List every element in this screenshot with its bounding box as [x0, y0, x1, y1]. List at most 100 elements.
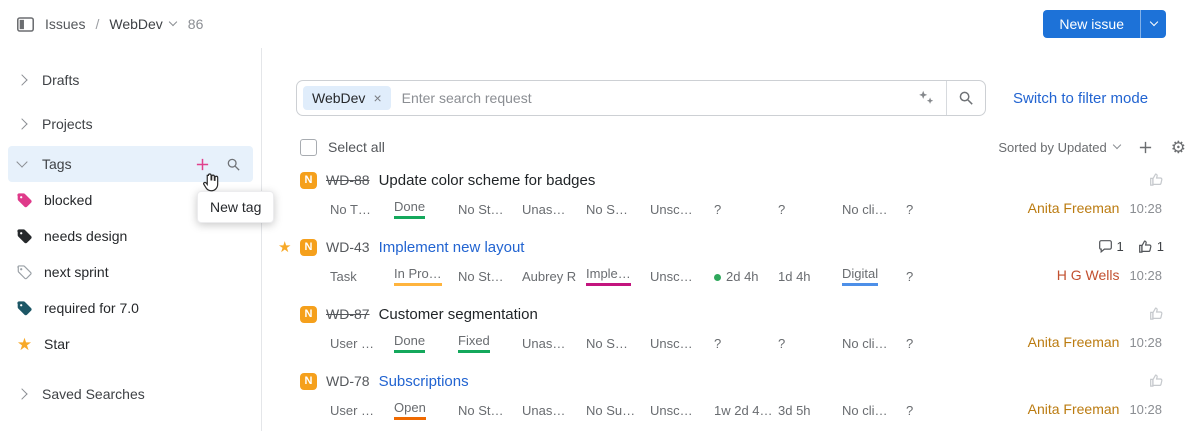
- tag-icon: [16, 228, 33, 245]
- field-value[interactable]: No Su…: [586, 403, 650, 420]
- new-issue-dropdown-button[interactable]: [1140, 10, 1166, 38]
- select-all-checkbox[interactable]: [300, 138, 317, 156]
- updated-by[interactable]: Anita Freeman: [1027, 401, 1120, 417]
- projects-label: Projects: [42, 116, 93, 132]
- thumbs-up-icon[interactable]: [1149, 373, 1164, 388]
- sidebar-tag-blocked[interactable]: blocked: [0, 182, 261, 218]
- issue-title[interactable]: Update color scheme for badges: [378, 171, 596, 189]
- issue-title[interactable]: Subscriptions: [378, 372, 469, 390]
- sidebar-item-projects[interactable]: Projects: [0, 102, 261, 146]
- search-input[interactable]: [399, 89, 906, 107]
- breadcrumb-issues[interactable]: Issues: [45, 16, 86, 32]
- new-tag-button[interactable]: [195, 157, 210, 172]
- field-value[interactable]: User …: [330, 336, 394, 353]
- thumbs-up-icon[interactable]: 1: [1138, 239, 1164, 254]
- field-value[interactable]: Open: [394, 400, 458, 420]
- field-value[interactable]: Unsc…: [650, 403, 714, 420]
- field-value[interactable]: No cli…: [842, 336, 906, 353]
- issue-title[interactable]: Implement new layout: [378, 238, 525, 256]
- comment-icon[interactable]: 1: [1098, 239, 1124, 254]
- thumbs-up-icon[interactable]: [1149, 172, 1164, 187]
- field-value[interactable]: Unas…: [522, 403, 586, 420]
- new-issue-button[interactable]: New issue: [1043, 10, 1140, 38]
- issue-id[interactable]: WD-87: [326, 306, 370, 322]
- sidebar-toggle-icon[interactable]: [16, 15, 35, 34]
- star-icon[interactable]: ★: [278, 239, 292, 256]
- updated-by[interactable]: Anita Freeman: [1027, 200, 1120, 216]
- field-value[interactable]: ?: [778, 202, 842, 219]
- updated-by[interactable]: H G Wells: [1056, 267, 1120, 283]
- issue-id[interactable]: WD-88: [326, 172, 370, 188]
- field-value[interactable]: Fixed: [458, 333, 522, 353]
- field-value[interactable]: No St…: [458, 202, 522, 219]
- field-value[interactable]: No cli…: [842, 202, 906, 219]
- chevron-right-icon: [16, 118, 28, 130]
- sidebar-tag-next-sprint[interactable]: next sprint: [0, 254, 261, 290]
- field-value[interactable]: Unas…: [522, 202, 586, 219]
- breadcrumb-project[interactable]: WebDev: [109, 16, 178, 32]
- field-value[interactable]: Unas…: [522, 336, 586, 353]
- sorted-by-dropdown[interactable]: Sorted by Updated: [998, 140, 1121, 155]
- field-value[interactable]: ?: [906, 403, 970, 420]
- query-assist-sparkle-icon[interactable]: [906, 89, 946, 107]
- switch-to-filter-mode-link[interactable]: Switch to filter mode: [1013, 89, 1149, 107]
- field-value[interactable]: Unsc…: [650, 336, 714, 353]
- search-box[interactable]: WebDev ×: [296, 80, 986, 116]
- field-value[interactable]: Imple…: [586, 266, 650, 286]
- field-value[interactable]: ?: [714, 336, 778, 353]
- field-value[interactable]: ?: [906, 269, 970, 286]
- add-column-button[interactable]: [1138, 140, 1153, 155]
- search-chip-webdev[interactable]: WebDev ×: [303, 86, 391, 110]
- search-submit-icon[interactable]: [946, 81, 985, 115]
- field-value[interactable]: ?: [778, 336, 842, 353]
- field-value[interactable]: No St…: [458, 269, 522, 286]
- field-value[interactable]: Task: [330, 269, 394, 286]
- field-value[interactable]: Digital: [842, 266, 906, 286]
- field-value[interactable]: No T…: [330, 202, 394, 219]
- field-text: Aubrey R: [522, 269, 577, 284]
- field-value[interactable]: No S…: [586, 336, 650, 353]
- field-value[interactable]: 3d 5h: [778, 403, 842, 420]
- sidebar-item-saved-searches[interactable]: Saved Searches: [0, 372, 261, 416]
- star-icon: ★: [16, 334, 33, 354]
- updated-info: Anita Freeman 10:28: [1028, 401, 1162, 417]
- sidebar: Drafts Projects Tags blocked needs design…: [0, 48, 262, 431]
- new-issue-split-button: New issue: [1043, 10, 1166, 38]
- field-text: In Pro…: [394, 266, 442, 286]
- sidebar-tag-star[interactable]: ★ Star: [0, 326, 261, 362]
- issue-id[interactable]: WD-43: [326, 239, 370, 255]
- list-toolbar: Select all Sorted by Updated ⚙: [300, 138, 1186, 156]
- field-value[interactable]: ?: [714, 202, 778, 219]
- field-value[interactable]: Unsc…: [650, 269, 714, 286]
- issue-id[interactable]: WD-78: [326, 373, 370, 389]
- sidebar-tag-needs-design[interactable]: needs design: [0, 218, 261, 254]
- field-value[interactable]: Aubrey R: [522, 269, 586, 286]
- gear-icon[interactable]: ⚙: [1170, 137, 1186, 157]
- field-value[interactable]: Unsc…: [650, 202, 714, 219]
- field-value[interactable]: ?: [906, 336, 970, 353]
- field-text: No cli…: [842, 202, 888, 217]
- field-value[interactable]: User …: [330, 403, 394, 420]
- field-value[interactable]: Done: [394, 333, 458, 353]
- issue-title[interactable]: Customer segmentation: [378, 305, 538, 323]
- main-content: WebDev × Switch to filter mode Select al…: [263, 48, 1200, 431]
- field-value[interactable]: No S…: [586, 202, 650, 219]
- updated-by[interactable]: Anita Freeman: [1027, 334, 1120, 350]
- field-value[interactable]: 2d 4h: [714, 269, 778, 286]
- field-value[interactable]: No cli…: [842, 403, 906, 420]
- issue-list: N WD-88 Update color scheme for badges No T…: [263, 168, 1200, 436]
- field-value[interactable]: 1d 4h: [778, 269, 842, 286]
- chevron-down-icon: [1149, 17, 1158, 27]
- sidebar-item-drafts[interactable]: Drafts: [0, 58, 261, 102]
- remove-chip-icon[interactable]: ×: [373, 90, 382, 106]
- thumbs-up-icon[interactable]: [1149, 306, 1164, 321]
- field-value[interactable]: In Pro…: [394, 266, 458, 286]
- sidebar-tag-required-for-7-0[interactable]: required for 7.0: [0, 290, 261, 326]
- field-value[interactable]: ?: [906, 202, 970, 219]
- issue-row: N WD-87 Customer segmentation User … Done Fix…: [263, 302, 1200, 369]
- field-value[interactable]: No St…: [458, 403, 522, 420]
- toolbar-right: Sorted by Updated ⚙: [998, 139, 1186, 156]
- field-value[interactable]: 1w 2d 4…: [714, 403, 778, 420]
- tag-search-icon[interactable]: [226, 157, 241, 172]
- field-value[interactable]: Done: [394, 199, 458, 219]
